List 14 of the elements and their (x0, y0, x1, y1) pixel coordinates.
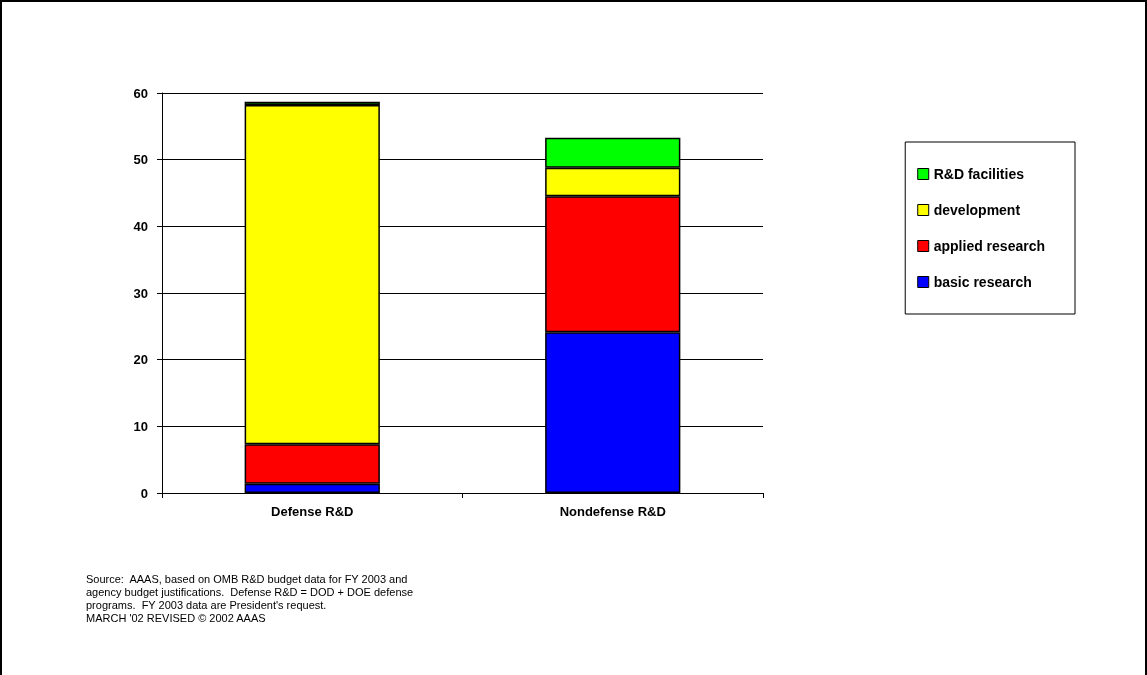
x-tick-label: Nondefense R&D (559, 504, 666, 519)
legend-label: development (933, 202, 1021, 218)
source-note: Source: AAAS, based on OMB R&D budget data for FY 2003 and agency budget justifications. Defense R&D = DOD + DOE defense programs. FY 2003 data are President's request. MARCH '02 REVISED © 2002 AAAS (86, 572, 414, 624)
x-tick-label: Defense R&D (271, 504, 354, 519)
y-tick-label: 60 (133, 85, 148, 101)
legend-label: applied research (933, 238, 1046, 254)
y-tick-label: 10 (133, 418, 148, 434)
y-tick-label: 20 (133, 352, 148, 368)
legend-label: basic research (933, 274, 1032, 290)
y-tick-label: 50 (133, 152, 148, 168)
y-tick-label: 40 (133, 218, 148, 234)
legend-label: R&D facilities (933, 166, 1025, 182)
y-tick-label: 0 (140, 485, 148, 501)
y-tick-label: 30 (133, 285, 148, 301)
